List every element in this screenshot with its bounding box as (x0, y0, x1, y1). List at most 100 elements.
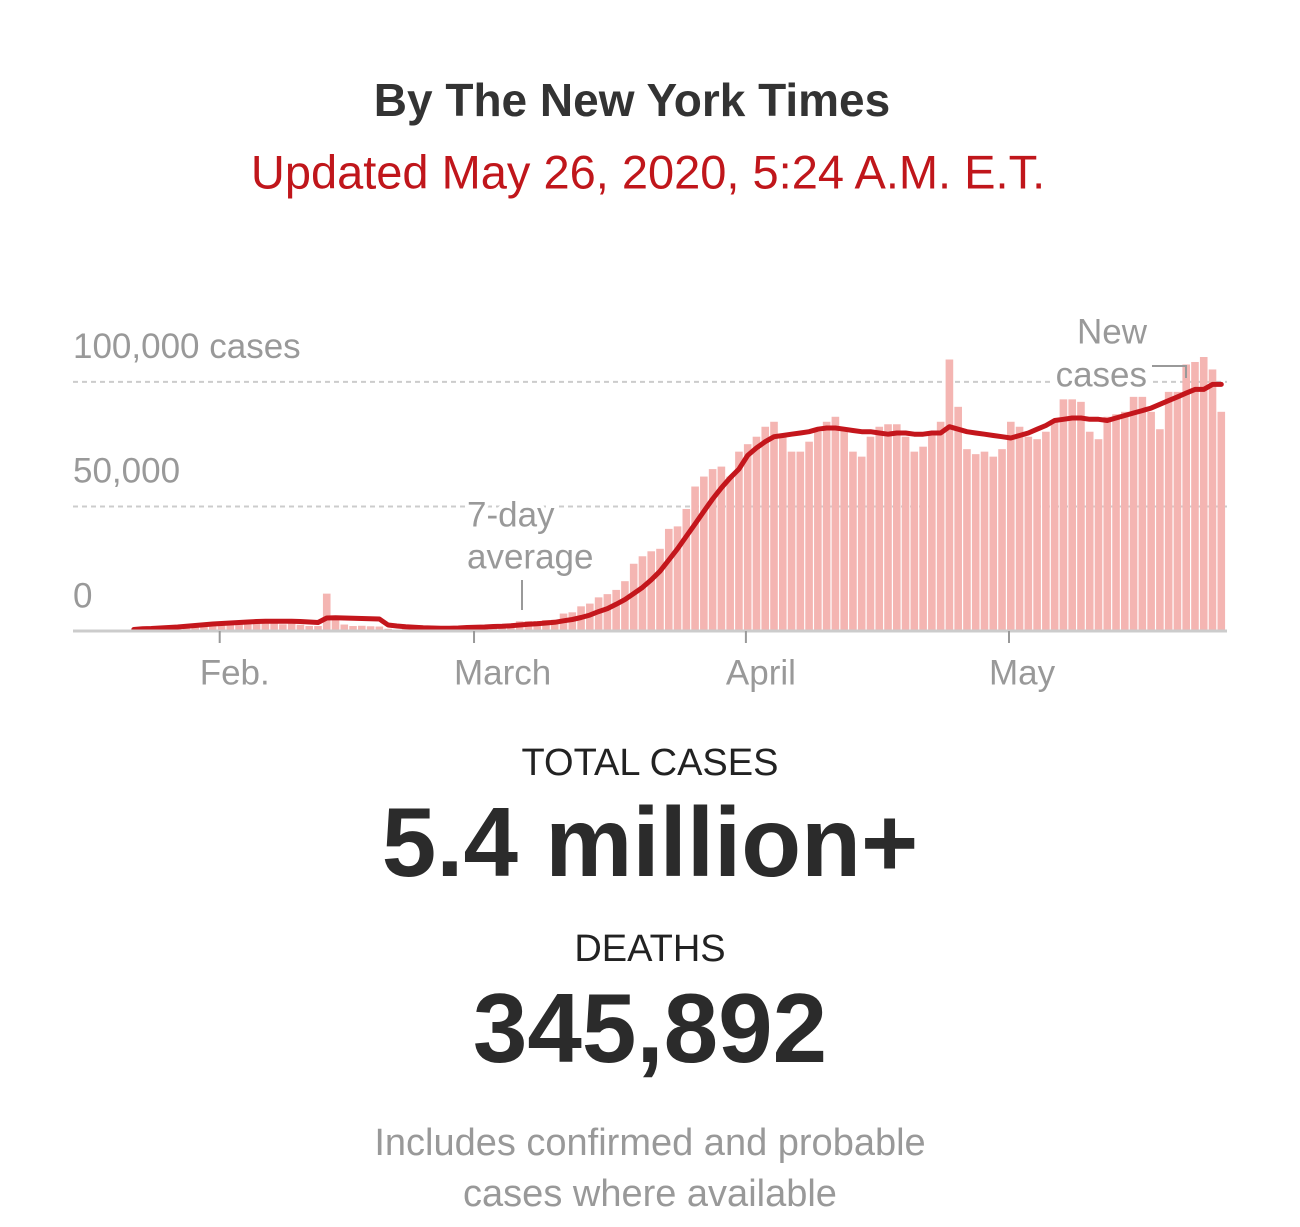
bar (857, 456, 866, 631)
x-tick-label: Feb. (200, 653, 270, 692)
bar (761, 426, 770, 631)
bar (358, 625, 366, 631)
bar (235, 623, 243, 631)
bar (1042, 431, 1050, 631)
bar (550, 619, 559, 631)
stat-value: 345,892 (473, 973, 827, 1083)
bar (629, 563, 638, 631)
bar (603, 594, 612, 631)
average-line (131, 381, 1224, 632)
bar (805, 441, 813, 631)
bar (884, 424, 892, 631)
bar (726, 476, 734, 631)
bar (1156, 429, 1164, 631)
bar (1129, 396, 1138, 631)
bar (252, 621, 261, 631)
bar (778, 436, 787, 631)
bar (945, 359, 954, 631)
bar (735, 451, 743, 631)
bar (638, 556, 647, 631)
bar (963, 449, 971, 631)
bar (840, 429, 848, 631)
bar (647, 551, 656, 631)
bar (340, 624, 349, 631)
x-tick-label: April (726, 653, 796, 692)
annotation: average (467, 537, 593, 576)
bar (1085, 431, 1094, 631)
bar (892, 424, 901, 631)
stat-label: DEATHS (574, 928, 725, 970)
annotation-leader (1152, 365, 1187, 378)
bar (1050, 421, 1059, 631)
stat-label: TOTAL CASES (522, 742, 779, 784)
bar (928, 431, 936, 631)
bar (875, 426, 884, 631)
y-tick-label: 100,000 cases (73, 327, 301, 366)
x-tick-label: May (989, 653, 1056, 692)
bar (1147, 411, 1155, 631)
note: cases where available (463, 1173, 837, 1215)
updated-time: Updated May 26, 2020, 5:24 A.M. E.T. (251, 145, 1045, 198)
bar (542, 620, 550, 631)
bar (226, 624, 235, 631)
bar (954, 406, 962, 631)
y-tick-label: 0 (73, 576, 92, 615)
bar (322, 593, 331, 631)
annotation: New (1077, 312, 1148, 351)
bar (673, 526, 682, 631)
bar (700, 476, 708, 631)
bar (796, 451, 805, 631)
bar (901, 436, 910, 631)
bar (1059, 399, 1068, 631)
bar (682, 508, 691, 631)
bar (1077, 401, 1085, 631)
x-tick-label: March (454, 653, 551, 692)
bar (621, 581, 629, 631)
chart: 0 50,000 100,000 cases Feb. March April May 7-d… (73, 308, 1227, 692)
bar (1208, 369, 1217, 631)
bar (770, 421, 778, 631)
annotation: cases (1056, 355, 1147, 394)
stat-value: 5.4 million+ (382, 787, 918, 897)
bar (366, 626, 375, 631)
bar (691, 486, 699, 631)
y-tick-label: 50,000 (73, 452, 180, 491)
bar (261, 623, 270, 631)
bar (331, 618, 340, 631)
bar (1024, 436, 1033, 631)
bar (656, 548, 664, 631)
bar (910, 451, 919, 631)
bar (1068, 399, 1076, 631)
bar (1173, 391, 1182, 631)
bar (989, 456, 998, 631)
bar (1094, 439, 1103, 631)
bar (849, 451, 857, 631)
bar (1164, 391, 1173, 631)
bar (752, 436, 761, 631)
bar (1015, 426, 1024, 631)
bar (1112, 414, 1120, 631)
bar (191, 626, 199, 631)
bar (1121, 411, 1129, 631)
bar (612, 589, 620, 631)
bar (1103, 416, 1112, 631)
byline: By The New York Times (374, 74, 890, 126)
bar (217, 624, 226, 631)
annotation: 7-day (467, 495, 555, 534)
bar (200, 626, 208, 631)
bar (305, 626, 313, 631)
bar (270, 622, 278, 631)
bar (971, 454, 980, 631)
bar (244, 621, 252, 631)
bar (717, 466, 726, 631)
bar (208, 625, 217, 631)
bar (1007, 421, 1015, 631)
bar (314, 626, 322, 631)
bar (279, 624, 287, 631)
bar (936, 421, 945, 631)
bar (349, 626, 357, 631)
bar (1199, 357, 1208, 631)
bar (708, 469, 717, 631)
